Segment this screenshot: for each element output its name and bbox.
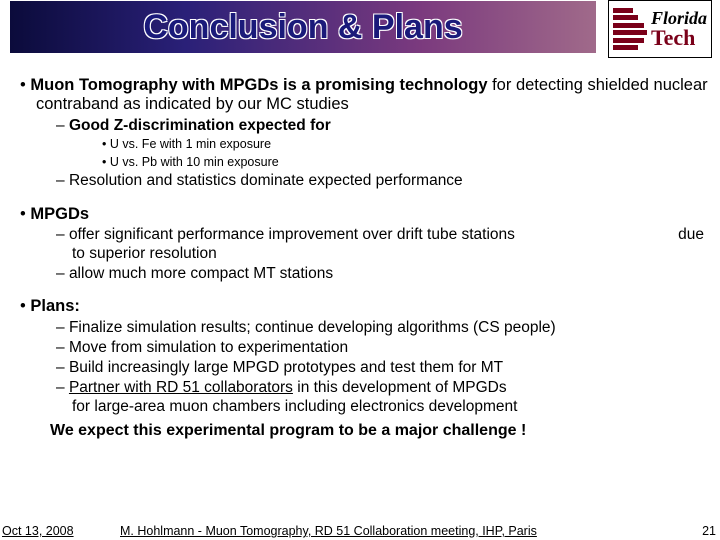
footer-page: 21 bbox=[702, 524, 716, 538]
bullet-3-head: Plans: bbox=[30, 297, 80, 315]
slide-content: Muon Tomography with MPGDs is a promisin… bbox=[18, 76, 710, 455]
title-bar: Conclusion & Plans Florida Tech bbox=[0, 0, 720, 64]
bullet-1: Muon Tomography with MPGDs is a promisin… bbox=[18, 76, 710, 191]
bullet-1-sub-1-text: Good Z-discrimination expected for bbox=[69, 117, 331, 134]
logo-line2: Tech bbox=[651, 27, 707, 49]
bullet-3: Plans: Finalize simulation results; cont… bbox=[18, 297, 710, 441]
logo-stripes-icon bbox=[613, 8, 647, 50]
bullet-3-sub-2: Move from simulation to experimentation bbox=[56, 339, 710, 357]
bullet-1-sub-2: Resolution and statistics dominate expec… bbox=[56, 172, 710, 190]
bullet-1-subsub-2: U vs. Pb with 10 min exposure bbox=[102, 155, 710, 171]
bullet-2: MPGDs offer significant performance impr… bbox=[18, 205, 710, 283]
expect-line: We expect this experimental program to b… bbox=[18, 422, 710, 441]
bullet-3-sub-3: Build increasingly large MPGD prototypes… bbox=[56, 359, 710, 377]
bullet-3-sub-4-underline: Partner with RD 51 collaborators bbox=[69, 379, 293, 396]
bullet-2-head: MPGDs bbox=[30, 205, 89, 223]
bullet-2-sub-2: allow much more compact MT stations bbox=[56, 265, 710, 283]
bullet-1-subsub-1: U vs. Fe with 1 min exposure bbox=[102, 137, 710, 153]
bullet-1-sub-1: Good Z-discrimination expected for U vs.… bbox=[56, 117, 710, 171]
footer: Oct 13, 2008 M. Hohlmann - Muon Tomograp… bbox=[0, 520, 720, 538]
bullet-3-sub-1: Finalize simulation results; continue de… bbox=[56, 319, 710, 337]
footer-mid: M. Hohlmann - Muon Tomography, RD 51 Col… bbox=[120, 524, 537, 538]
bullet-2-sub-1-cont: to superior resolution bbox=[72, 245, 217, 262]
bullet-2-sub-1-text: offer significant performance improvemen… bbox=[69, 226, 515, 243]
logo-text: Florida Tech bbox=[651, 9, 707, 49]
bullet-2-sub-1: offer significant performance improvemen… bbox=[56, 226, 710, 263]
bullet-3-sub-4-after: in this development of MPGDs bbox=[293, 379, 507, 396]
slide-title: Conclusion & Plans bbox=[10, 1, 596, 53]
bullet-3-sub-4-cont: for large-area muon chambers including e… bbox=[72, 398, 517, 415]
footer-date: Oct 13, 2008 bbox=[2, 524, 74, 538]
bullet-1-head-bold: Muon Tomography with MPGDs is a promisin… bbox=[30, 76, 487, 94]
florida-tech-logo: Florida Tech bbox=[608, 0, 712, 58]
bullet-2-sub-1-right: due bbox=[678, 226, 704, 244]
bullet-3-sub-4: Partner with RD 51 collaborators in this… bbox=[56, 379, 710, 416]
